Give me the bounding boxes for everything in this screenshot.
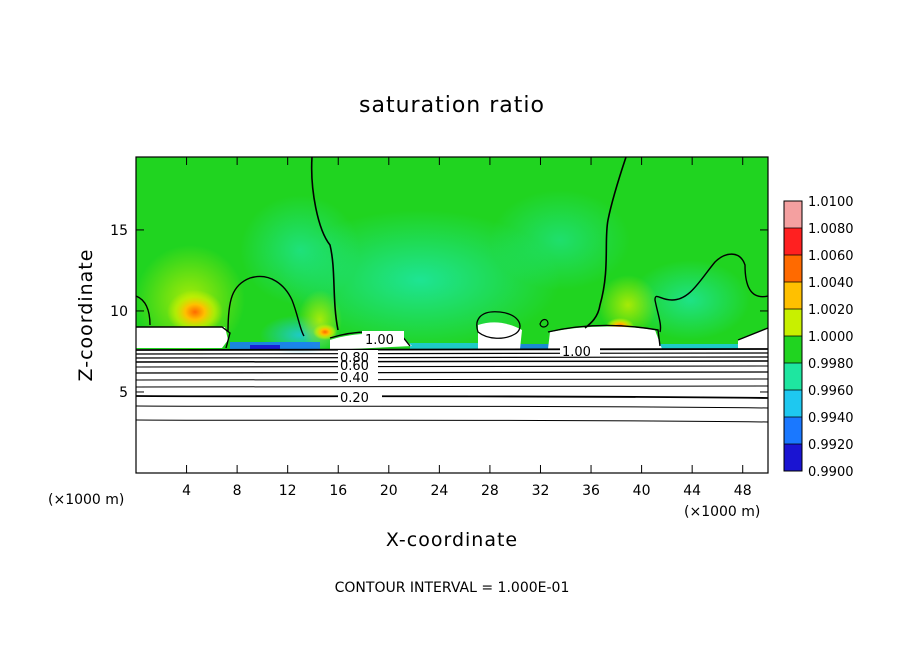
cloud-patch: [136, 327, 228, 348]
x-tick-label: 16: [329, 483, 347, 499]
x-tick-label: 32: [532, 483, 550, 499]
contour-line: [136, 405, 768, 409]
x-tick-label: 12: [279, 483, 297, 499]
colorbar-swatch: [784, 228, 802, 255]
colorbar-label: 1.0020: [808, 303, 854, 318]
colorbar-label: 1.0100: [808, 195, 854, 210]
x-tick-label: 28: [481, 483, 499, 499]
chart-title: saturation ratio: [359, 93, 545, 118]
y-axis-title: Z-coordinate: [75, 249, 97, 382]
y-tick-label: 15: [110, 223, 128, 239]
contour-label: 0.40: [340, 371, 369, 386]
contour-line: [310, 157, 339, 331]
colorbar-swatch: [784, 201, 802, 228]
colorbar-label: 1.0080: [808, 222, 854, 237]
contour-line: [136, 352, 768, 355]
contour-line: [584, 157, 627, 329]
contour-line: [136, 295, 151, 326]
contour-label: 0.80: [340, 351, 369, 366]
colorbar-swatch: [784, 255, 802, 282]
colorbar-label: 0.9960: [808, 384, 854, 399]
colorbar-swatch: [784, 444, 802, 471]
contour-label: 0.60: [340, 359, 369, 374]
contour-line: [227, 275, 305, 337]
cloud-patch: [548, 326, 662, 349]
contour-line: [136, 385, 768, 388]
contour-line: [654, 253, 768, 333]
colorbar-label: 1.0000: [808, 330, 854, 345]
colorbar-swatch: [784, 309, 802, 336]
x-axis-ticks: 4 8 12 16 20 24 28 32 36 40 44 48: [182, 157, 752, 499]
saturation-field: 1.00 1.00 0.80 0.60 0.40 0.20: [136, 157, 768, 473]
x-tick-label: 48: [734, 483, 752, 499]
colorbar-swatch: [784, 282, 802, 309]
cloud-patch: [738, 328, 768, 349]
colorbar: 1.0100 1.0080 1.0060 1.0040 1.0020 1.0000 0.99…: [783, 195, 854, 480]
contour-line: [136, 326, 231, 349]
colorbar-label: 0.9940: [808, 411, 854, 426]
colorbar-label: 0.9920: [808, 438, 854, 453]
y-tick-label: 5: [119, 385, 128, 401]
contour-label: 1.00: [365, 333, 394, 348]
x-axis-title: X-coordinate: [386, 529, 518, 551]
colorbar-label: 1.0040: [808, 276, 854, 291]
plot-frame: [135, 156, 769, 474]
colorbar-label: 0.9900: [808, 465, 854, 480]
x-tick-label: 40: [633, 483, 651, 499]
cloud-patch: [478, 322, 522, 349]
colorbar-swatch: [784, 363, 802, 390]
contour-line: [136, 348, 768, 351]
colorbar-swatch: [784, 390, 802, 417]
x-tick-label: 20: [380, 483, 398, 499]
contour-line: [547, 324, 661, 347]
x-tick-label: 24: [430, 483, 448, 499]
contour-line: [136, 365, 768, 368]
contour-label: 0.20: [340, 391, 369, 406]
y-axis-ticks: 5 10 15: [110, 223, 768, 401]
x-tick-label: 44: [683, 483, 701, 499]
colorbar-swatch: [784, 417, 802, 444]
contour-line: [136, 378, 768, 381]
y-tick-label: 10: [110, 304, 128, 320]
contour-line: [136, 419, 768, 423]
x-unit-left: (×1000 m): [48, 492, 124, 508]
contour-label: 1.00: [562, 345, 591, 360]
colorbar-label: 0.9980: [808, 357, 854, 372]
colorbar-swatch: [784, 336, 802, 363]
colorbar-label: 1.0060: [808, 249, 854, 264]
x-tick-label: 8: [233, 483, 242, 499]
contour-interval-note: CONTOUR INTERVAL = 1.000E-01: [335, 580, 570, 596]
contour-line: [136, 395, 768, 399]
contour-line: [136, 371, 768, 374]
contour-line: [737, 327, 768, 341]
x-unit-right: (×1000 m): [684, 504, 760, 520]
x-tick-label: 36: [582, 483, 600, 499]
contour-line: [136, 360, 768, 363]
contour-line: [476, 311, 521, 339]
contour-line: [539, 318, 549, 328]
x-tick-label: 4: [182, 483, 191, 499]
contour-line: [136, 356, 768, 359]
